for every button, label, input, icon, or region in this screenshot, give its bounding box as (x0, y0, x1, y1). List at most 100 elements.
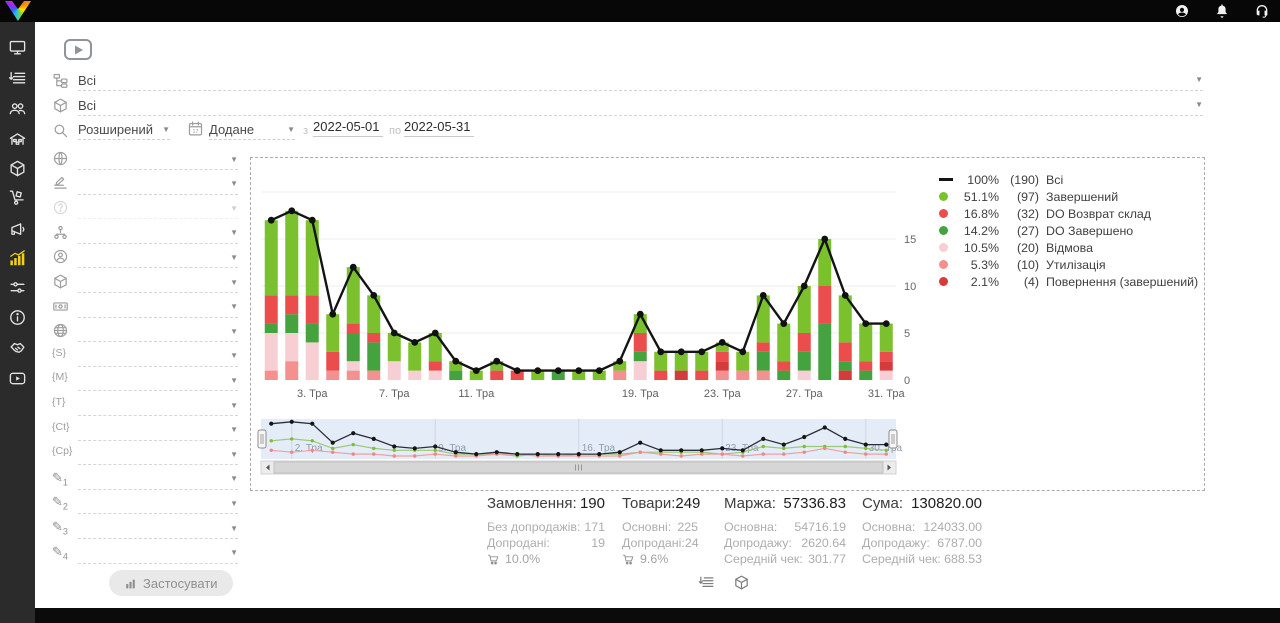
legend-item-2[interactable]: 16.8% (32) DO Возврат склад (939, 205, 1198, 222)
sidebar-item-products[interactable] (8, 159, 27, 178)
category-filter-select[interactable]: Всі ▼ (78, 70, 1203, 91)
navigator-point (863, 442, 868, 447)
filter-select-package[interactable]: ▼ (78, 273, 238, 293)
navigator-point (761, 452, 765, 456)
search-icon (52, 122, 69, 139)
bar-segment (285, 210, 299, 296)
navigator-handle-right[interactable] (888, 429, 898, 449)
sidebar-item-marketing[interactable] (8, 220, 27, 239)
support-icon[interactable] (1254, 3, 1270, 19)
chevron-down-icon: ▼ (230, 351, 238, 361)
filter-select-utm-campaign[interactable]: ▼ (78, 445, 238, 466)
sidebar-item-warehouse[interactable] (8, 130, 27, 149)
stat-title-label: Сума: (862, 495, 903, 512)
toggle-orders-view[interactable] (698, 574, 715, 591)
legend-item-3[interactable]: 14.2% (27) DO Завершено (939, 222, 1198, 239)
toggle-products-view[interactable] (733, 574, 750, 591)
top-bar (0, 0, 1280, 22)
navigator-point (597, 452, 602, 457)
filter-select-site[interactable]: ▼ (78, 322, 238, 343)
bar-segment (797, 333, 811, 352)
legend-percent: 51.1% (963, 189, 999, 204)
date-to-input[interactable] (404, 119, 474, 137)
chevron-down-icon: ▼ (230, 375, 238, 385)
sidebar-item-orders[interactable] (8, 69, 27, 88)
filter-select-structure[interactable]: ▼ (78, 224, 238, 244)
footer-bar (0, 608, 1280, 623)
legend-item-6[interactable]: 2.1% (4) Повернення (завершений) (939, 273, 1198, 290)
sidebar-item-video-lessons[interactable] (8, 369, 27, 388)
stat-subrow: Допродані: 24 (622, 535, 699, 551)
video-help-button[interactable] (64, 39, 92, 60)
orders-list-icon (8, 69, 27, 88)
scrollbar-right-arrow[interactable] (887, 464, 892, 471)
sidebar-item-analytics[interactable] (8, 249, 27, 268)
legend-item-0[interactable]: 100% (190) Всі (939, 171, 1198, 188)
search-mode-select[interactable]: Розширений ▼ (78, 120, 170, 140)
chevron-down-icon: ▼ (230, 252, 238, 262)
filter-select-signature[interactable]: ▼ (78, 175, 238, 195)
legend-marker (939, 226, 955, 235)
line-point (841, 292, 849, 299)
sidebar-item-dashboard[interactable] (8, 38, 27, 57)
brand-logo[interactable] (5, 1, 31, 21)
filter-select-country[interactable]: ▼ (78, 150, 238, 170)
filter-select-utm-medium[interactable]: ▼ (78, 371, 238, 392)
sidebar-item-partners[interactable] (8, 338, 27, 357)
stat-column-goods: Товари: 249 Основні: 225 Допродані: 24 9.6% (622, 495, 700, 567)
navigator-point (884, 448, 888, 452)
bar-segment (777, 323, 791, 362)
bar-segment (715, 351, 729, 362)
bar-segment (326, 351, 340, 371)
date-from-input[interactable] (313, 119, 383, 137)
sidebar-item-customers[interactable] (8, 99, 27, 118)
bar-segment (285, 361, 299, 380)
stat-subrow-value: 2620.64 (801, 536, 846, 550)
navigator-handle-left[interactable] (257, 429, 267, 449)
filter-select-payment[interactable]: ▼ (78, 298, 238, 318)
filter-select-custom-field-2[interactable]: ▼ (78, 494, 238, 515)
scrollbar-left-arrow[interactable] (266, 464, 270, 471)
bar-segment (797, 370, 811, 380)
user-profile-icon[interactable] (1174, 3, 1190, 19)
line-point (452, 357, 460, 365)
category-tree-icon (52, 72, 69, 89)
filter-select-utm-content[interactable]: ▼ (78, 421, 238, 441)
notifications-icon[interactable] (1214, 3, 1230, 19)
filter-select-custom-field-3[interactable]: ▼ (78, 519, 238, 539)
pencil-icon: ✎3 (52, 519, 68, 537)
x-axis-label: 23. Тра (704, 388, 742, 400)
navigator-point (453, 450, 458, 455)
line-point (493, 357, 501, 365)
megaphone-icon (8, 220, 27, 239)
legend-item-4[interactable]: 10.5% (20) Відмова (939, 239, 1198, 256)
person-circle-icon (52, 248, 69, 265)
legend-label: Утилізація (1046, 257, 1106, 272)
bar-segment (633, 351, 647, 362)
legend-item-1[interactable]: 51.1% (97) Завершений (939, 188, 1198, 205)
filter-select-custom-field-1[interactable]: ▼ (78, 470, 238, 490)
navigator-point (433, 452, 437, 456)
stat-subrow: Допродажу: 2620.64 (724, 535, 846, 551)
apply-button[interactable]: Застосувати (109, 570, 233, 596)
date-field-select[interactable]: Додане ▼ (209, 120, 295, 140)
legend-dot-marker (939, 226, 948, 235)
bar-segment (305, 220, 319, 296)
legend-dot-marker (939, 277, 948, 286)
sidebar-item-info[interactable] (8, 308, 27, 327)
filter-select-utm-source[interactable]: ▼ (78, 347, 238, 367)
product-filter-select[interactable]: Всі ▼ (78, 95, 1203, 116)
sidebar-item-procurement[interactable] (8, 188, 27, 207)
bar-segment (428, 370, 442, 380)
filter-select-manager[interactable]: ▼ (78, 248, 238, 269)
sidebar-item-settings[interactable] (8, 278, 27, 297)
filter-select-utm-term[interactable]: ▼ (78, 396, 238, 416)
navigator-point (269, 439, 273, 443)
navigator-point (371, 436, 376, 441)
legend-item-5[interactable]: 5.3% (10) Утилізація (939, 256, 1198, 273)
line-point (390, 329, 398, 337)
filter-select-custom-field-4[interactable]: ▼ (78, 544, 238, 564)
bar-segment (449, 361, 463, 371)
navigator-point (412, 446, 417, 451)
navigator-point (659, 452, 663, 456)
